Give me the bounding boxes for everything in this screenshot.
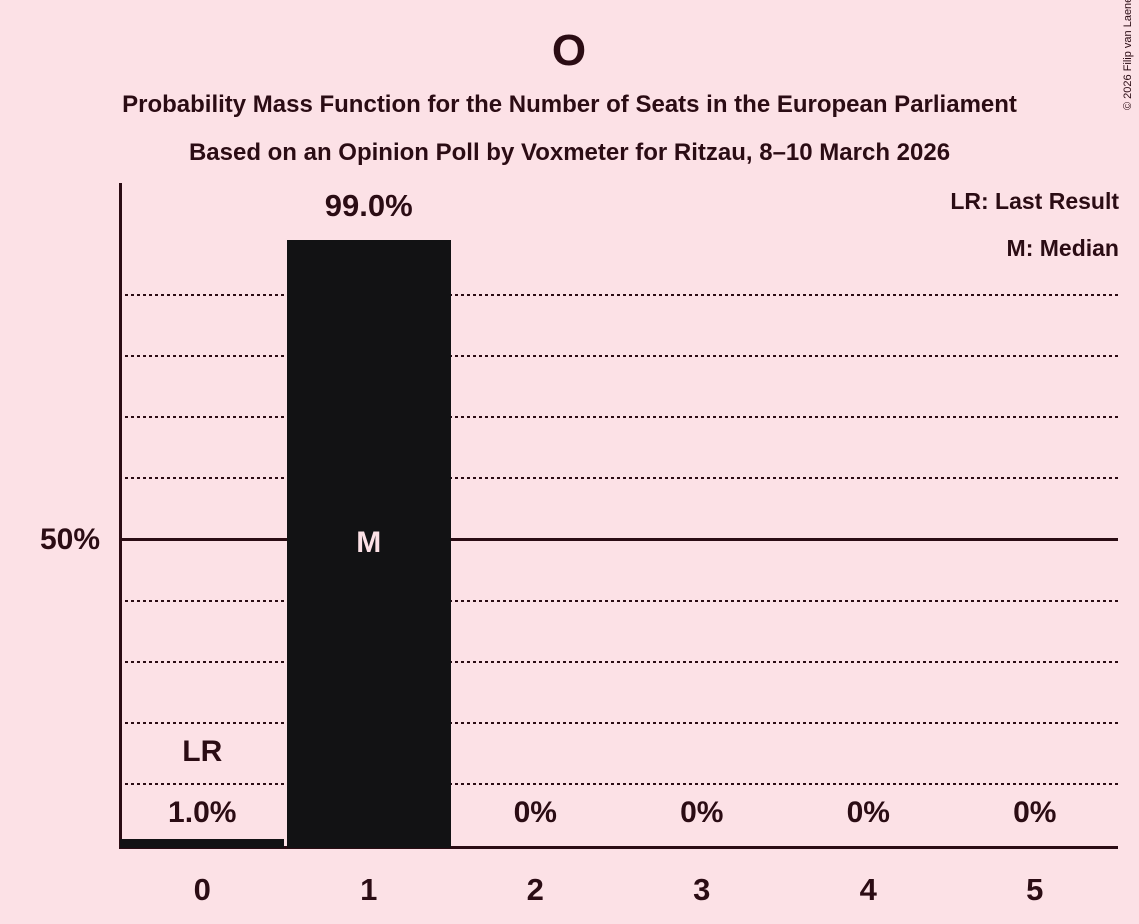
gridline-dotted [119, 660, 1118, 663]
gridline-dotted [119, 477, 1118, 480]
chart-title: O [551, 26, 588, 75]
bar-value-label: 0% [846, 796, 890, 829]
bar-value-label: 0% [680, 796, 724, 829]
gridline-solid-50 [119, 538, 1118, 541]
x-axis-tick-label: 4 [859, 872, 877, 907]
x-axis-tick-label: 2 [526, 872, 544, 907]
x-axis-tick-label: 1 [360, 872, 378, 907]
copyright-notice: © 2026 Filip van Laenen [1122, 0, 1134, 110]
gridline-dotted [119, 416, 1118, 419]
bar-value-label: 0% [513, 796, 557, 829]
x-axis-tick-label: 3 [693, 872, 711, 907]
gridline-dotted [119, 293, 1118, 296]
annotation-m: M [356, 525, 382, 559]
bar-seats-1 [286, 239, 451, 848]
legend-last-result: LR: Last Result [950, 188, 1119, 214]
bar-value-label: 99.0% [324, 187, 413, 223]
chart-subtitle-line2: Based on an Opinion Poll by Voxmeter for… [188, 139, 951, 166]
bar-value-label: 1.0% [168, 796, 237, 829]
legend-median: M: Median [1006, 235, 1119, 261]
x-axis-tick-label: 5 [1026, 872, 1044, 907]
y-axis-tick-label: 50% [39, 522, 100, 556]
x-axis-line [119, 845, 1118, 849]
gridline-dotted [119, 722, 1118, 725]
gridline-dotted [119, 599, 1118, 602]
bar-value-label: 0% [1013, 796, 1057, 829]
annotation-lr: LR [182, 735, 223, 768]
bar-seats-0 [120, 839, 285, 848]
gridline-dotted [119, 783, 1118, 786]
y-axis-line [119, 183, 122, 849]
chart-subtitle-line1: Probability Mass Function for the Number… [122, 91, 1017, 118]
gridline-dotted [119, 354, 1118, 357]
x-axis-tick-label: 0 [193, 872, 211, 907]
